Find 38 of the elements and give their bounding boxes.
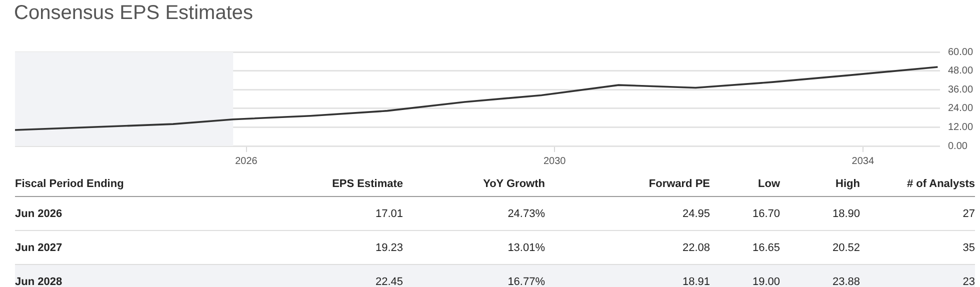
y-tick-label: 12.00	[948, 122, 974, 133]
text: 19.23	[375, 242, 403, 254]
text: 22.08	[682, 242, 710, 254]
text: 23.88	[832, 276, 860, 287]
y-tick-label: 24.00	[948, 103, 974, 114]
text: # of Analysts	[906, 178, 975, 190]
text: 13.01%	[508, 242, 545, 254]
text: YoY Growth	[483, 178, 545, 190]
y-tick-label: 48.00	[948, 66, 974, 77]
y-tick-label: 0.00	[948, 140, 968, 152]
text: 16.77%	[508, 276, 545, 287]
x-tick-label: 2026	[235, 156, 258, 167]
chart-title: Consensus EPS Estimates	[14, 2, 253, 25]
text: 18.91	[682, 276, 710, 287]
text: Jun 2027	[15, 242, 62, 254]
y-tick-label: 60.00	[948, 46, 974, 58]
text: Jun 2028	[15, 276, 62, 287]
text: Fiscal Period Ending	[15, 178, 124, 190]
text: 16.70	[752, 208, 780, 220]
text: 19.00	[752, 276, 780, 287]
text: Forward PE	[648, 178, 710, 190]
text: 17.01	[375, 208, 403, 220]
text: 18.90	[832, 208, 860, 220]
text: EPS Estimate	[332, 178, 403, 190]
text: Jun 2026	[15, 208, 62, 220]
text: 20.52	[832, 242, 860, 254]
text: Low	[758, 178, 780, 190]
x-tick-label: 2030	[543, 156, 566, 167]
text: 27	[962, 208, 975, 220]
text: 24.73%	[508, 208, 545, 220]
text: 22.45	[375, 276, 403, 287]
text: 35	[962, 242, 975, 254]
text: 24.95	[682, 208, 710, 220]
y-tick-label: 36.00	[948, 84, 974, 96]
text: 23	[962, 276, 975, 287]
text: 16.65	[752, 242, 780, 254]
x-tick-label: 2034	[852, 156, 874, 167]
text: High	[836, 178, 860, 190]
